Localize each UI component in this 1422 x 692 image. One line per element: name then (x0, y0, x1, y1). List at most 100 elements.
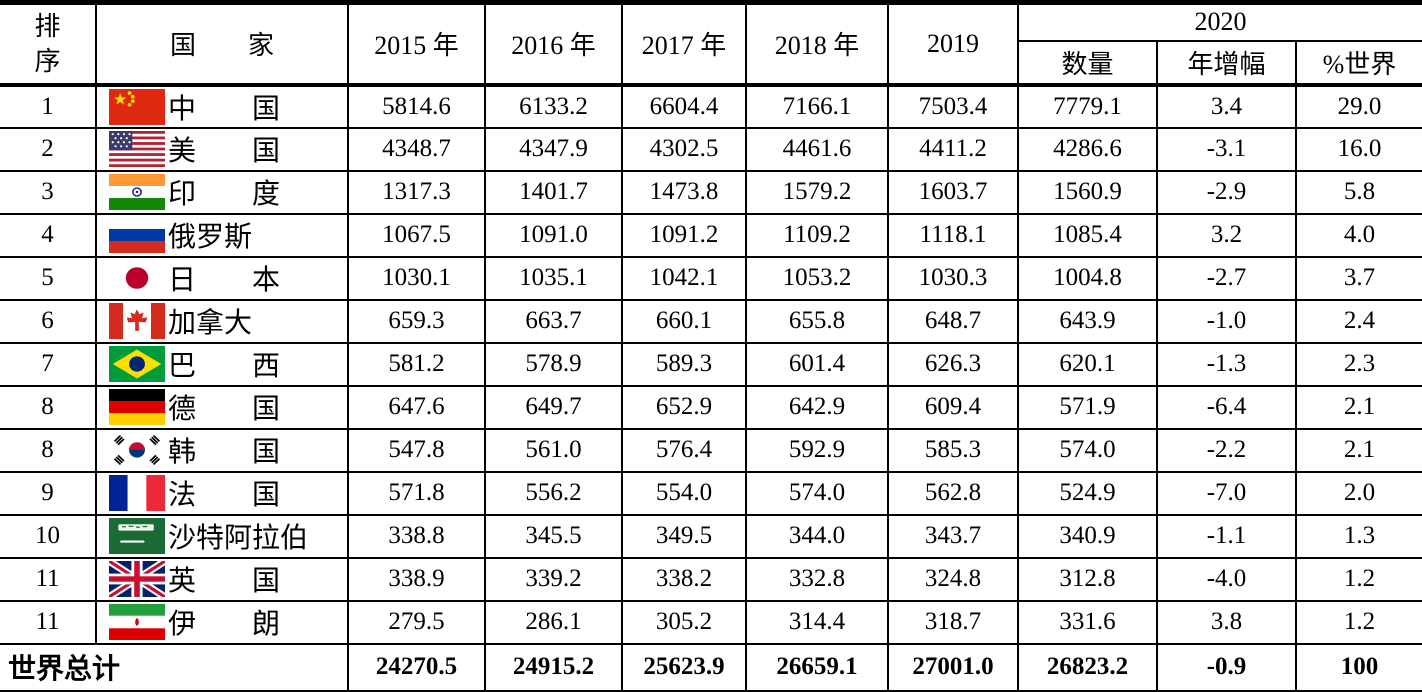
country-cell: 加拿大 (95, 298, 349, 344)
uk-flag-icon (109, 561, 165, 597)
value-cell: 3.8 (1156, 599, 1297, 645)
value-cell: 344.0 (745, 513, 889, 559)
country-name: 加拿大 (168, 308, 253, 339)
india-flag-icon (109, 174, 165, 210)
value-cell: 1030.3 (887, 255, 1019, 301)
value-cell: 585.3 (887, 427, 1019, 473)
col-header-country: 国 家 (95, 1, 349, 87)
value-cell: 29.0 (1294, 83, 1422, 129)
value-cell: 1.2 (1294, 599, 1422, 645)
country-cell: 伊 朗 (95, 599, 349, 645)
value-cell: 5.8 (1294, 169, 1422, 215)
value-cell: -2.2 (1156, 427, 1297, 473)
table-row: 7 巴 西 581.2 578.9 589.3 601.4 626.3 620.1 -1.3 2.… (0, 341, 1422, 387)
value-cell: 1603.7 (887, 169, 1019, 215)
total-value-2019: 27001.0 (887, 642, 1019, 692)
value-cell: -2.7 (1156, 255, 1297, 301)
rank-cell: 3 (0, 169, 97, 215)
value-cell: 571.8 (347, 470, 486, 516)
value-cell: 1401.7 (484, 169, 623, 215)
country-name: 英 国 (168, 566, 281, 597)
value-cell: 659.3 (347, 298, 486, 344)
value-cell: 286.1 (484, 599, 623, 645)
value-cell: 581.2 (347, 341, 486, 387)
value-cell: 1085.4 (1017, 212, 1158, 258)
value-cell: 589.3 (621, 341, 747, 387)
value-cell: 554.0 (621, 470, 747, 516)
value-cell: 4347.9 (484, 126, 623, 172)
rank-cell: 7 (0, 341, 97, 387)
total-value-2020-share: 100 (1294, 642, 1422, 692)
germany-flag-icon (109, 389, 165, 425)
value-cell: 4.0 (1294, 212, 1422, 258)
country-name: 俄罗斯 (168, 222, 253, 253)
value-cell: 1067.5 (347, 212, 486, 258)
value-cell: 648.7 (887, 298, 1019, 344)
rank-cell: 6 (0, 298, 97, 344)
value-cell: -6.4 (1156, 384, 1297, 430)
value-cell: -3.1 (1156, 126, 1297, 172)
brazil-flag-icon (109, 346, 165, 382)
value-cell: 2.4 (1294, 298, 1422, 344)
rank-cell: 8 (0, 384, 97, 430)
table-row: 2 美 国 4348.7 4347.9 4302.5 4461.6 4411.2 4286.6… (0, 126, 1422, 172)
canada-flag-icon (109, 303, 165, 339)
value-cell: 338.9 (347, 556, 486, 602)
country-cell: 巴 西 (95, 341, 349, 387)
col-header-year-2018: 2018 年 (745, 1, 889, 87)
table-header: 排序 国 家 2015 年 2016 年 2017 年 2018 年 2019 … (0, 1, 1422, 87)
col-header-year-2015: 2015 年 (347, 1, 486, 87)
value-cell: 1473.8 (621, 169, 747, 215)
col-header-year-2016: 2016 年 (484, 1, 623, 87)
value-cell: 314.4 (745, 599, 889, 645)
value-cell: 574.0 (745, 470, 889, 516)
country-name: 印 度 (168, 179, 281, 210)
value-cell: 345.5 (484, 513, 623, 559)
value-cell: 1560.9 (1017, 169, 1158, 215)
value-cell: 578.9 (484, 341, 623, 387)
country-cell: 英 国 (95, 556, 349, 602)
value-cell: 1091.0 (484, 212, 623, 258)
value-cell: 655.8 (745, 298, 889, 344)
value-cell: 1.3 (1294, 513, 1422, 559)
value-cell: 7779.1 (1017, 83, 1158, 129)
value-cell: 279.5 (347, 599, 486, 645)
header-row-2: 数量 年增幅 %世界 (0, 39, 1422, 87)
france-flag-icon (109, 475, 165, 511)
rank-cell: 4 (0, 212, 97, 258)
value-cell: 6604.4 (621, 83, 747, 129)
country-name: 美 国 (168, 136, 281, 167)
value-cell: 338.2 (621, 556, 747, 602)
rank-cell: 2 (0, 126, 97, 172)
value-cell: 663.7 (484, 298, 623, 344)
country-cell: 印 度 (95, 169, 349, 215)
value-cell: 643.9 (1017, 298, 1158, 344)
table-row: 4 俄罗斯 1067.5 1091.0 1091.2 1109.2 1118.1 1085.4… (0, 212, 1422, 258)
col-header-quantity: 数量 (1017, 39, 1158, 87)
rank-cell: 5 (0, 255, 97, 301)
value-cell: 338.8 (347, 513, 486, 559)
value-cell: 2.1 (1294, 427, 1422, 473)
total-label: 世界总计 (0, 642, 349, 692)
rank-header-label: 排序 (34, 11, 61, 76)
value-cell: 312.8 (1017, 556, 1158, 602)
value-cell: 660.1 (621, 298, 747, 344)
country-name: 德 国 (168, 394, 281, 425)
south-korea-flag-icon (109, 432, 165, 468)
country-cell: 德 国 (95, 384, 349, 430)
value-cell: 571.9 (1017, 384, 1158, 430)
value-cell: 2.1 (1294, 384, 1422, 430)
value-cell: 2.3 (1294, 341, 1422, 387)
value-cell: 626.3 (887, 341, 1019, 387)
value-cell: 620.1 (1017, 341, 1158, 387)
country-cell: 韩 国 (95, 427, 349, 473)
value-cell: 332.8 (745, 556, 889, 602)
value-cell: 1053.2 (745, 255, 889, 301)
value-cell: 561.0 (484, 427, 623, 473)
value-cell: 647.6 (347, 384, 486, 430)
value-cell: 609.4 (887, 384, 1019, 430)
country-name: 沙特阿拉伯 (168, 523, 309, 554)
total-value-2020-growth: -0.9 (1156, 642, 1297, 692)
country-name: 法 国 (168, 480, 281, 511)
